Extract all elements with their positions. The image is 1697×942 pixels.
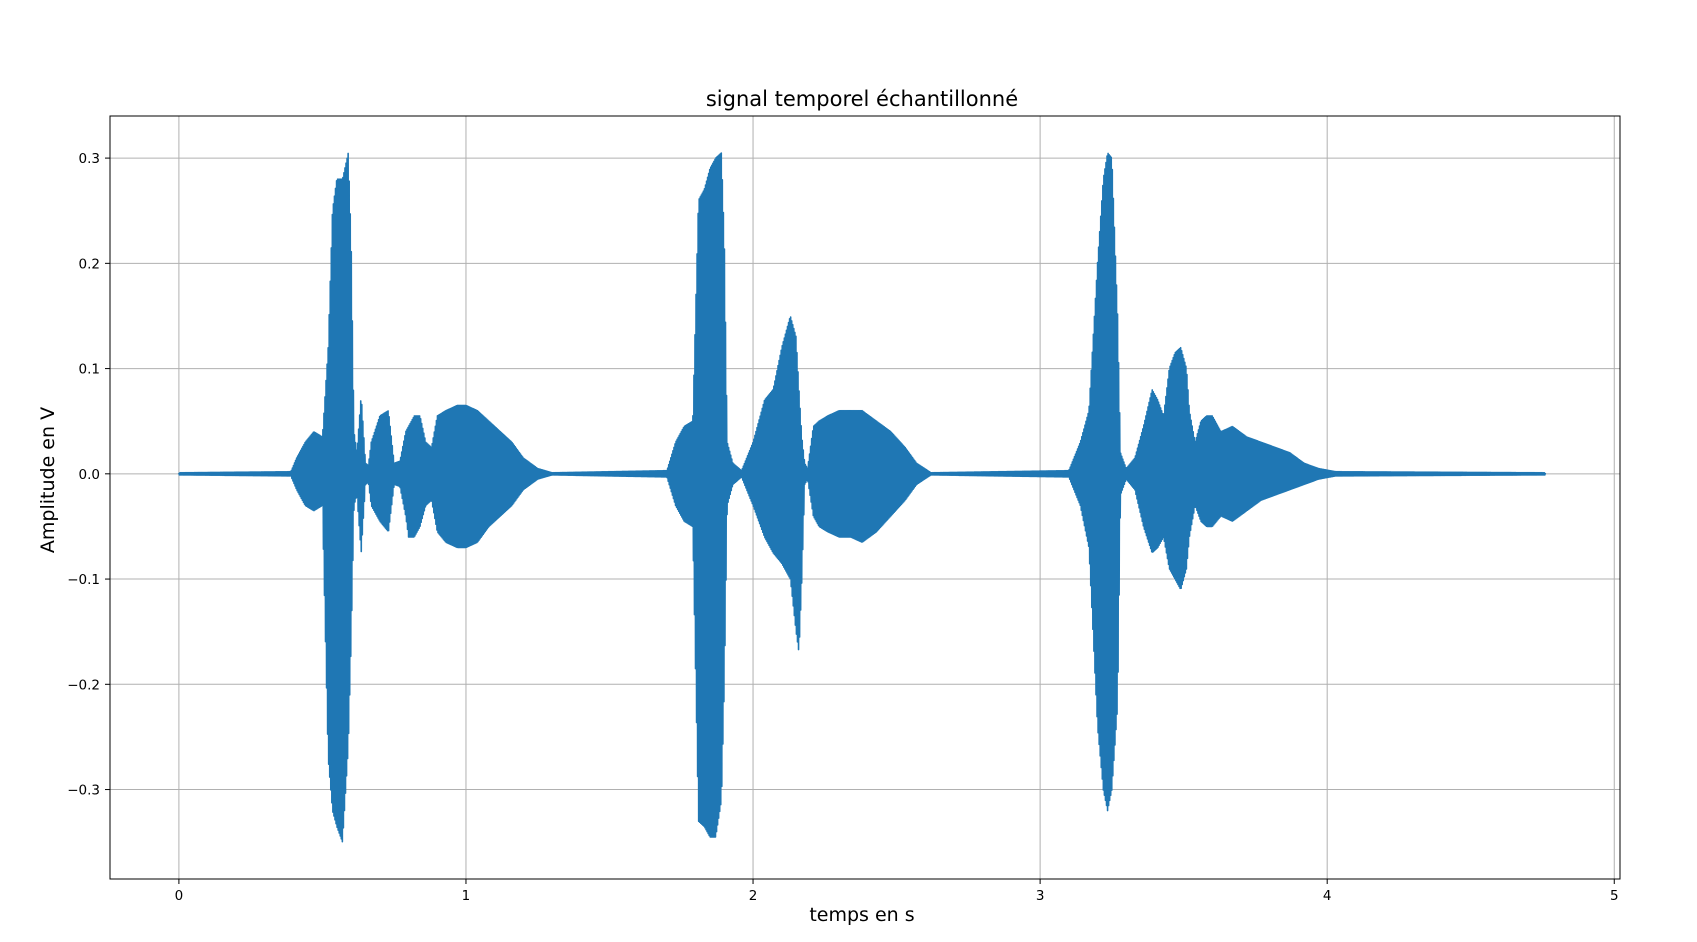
- x-axis-label: temps en s: [809, 904, 914, 926]
- axes-frame: [109, 115, 1621, 880]
- y-tick-label: 0.2: [79, 256, 100, 272]
- y-axis-label: Amplitude en V: [37, 407, 59, 553]
- y-tick-label: −0.3: [67, 783, 100, 799]
- x-tick-label: 5: [1610, 888, 1619, 904]
- chart-title: signal temporel échantillonné: [706, 87, 1018, 111]
- x-tick-label: 3: [1036, 888, 1045, 904]
- y-tick-label: −0.1: [67, 572, 100, 588]
- ticks: 0 1 2 3 4 5 0.3 0.2 0.1 0.0 −0.1 −0.2 −0.3: [67, 151, 1618, 904]
- signal-plot: [178, 152, 1547, 843]
- x-tick-label: 1: [462, 888, 471, 904]
- y-tick-label: 0.3: [79, 151, 100, 167]
- y-tick-label: −0.2: [67, 677, 100, 693]
- x-tick-label: 2: [749, 888, 758, 904]
- x-tick-label: 0: [175, 888, 184, 904]
- y-tick-label: 0.1: [79, 362, 100, 378]
- y-tick-label: 0.0: [79, 467, 100, 483]
- signal-line: [178, 152, 1547, 843]
- x-tick-label: 4: [1323, 888, 1332, 904]
